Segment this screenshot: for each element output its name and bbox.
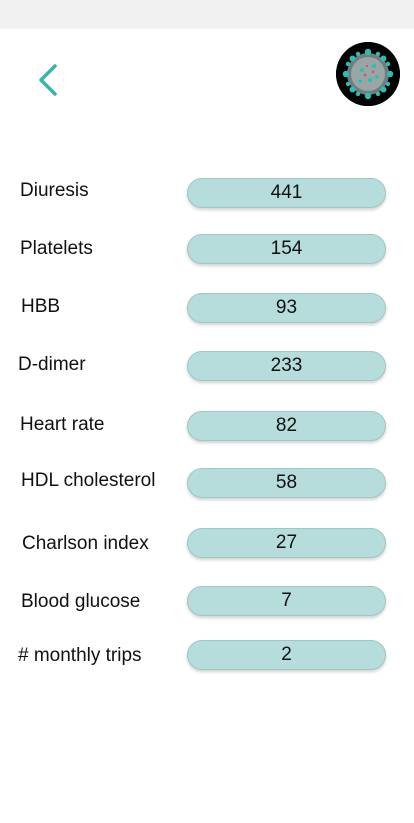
value-field-blood-glucose[interactable]: 7 [187, 586, 386, 616]
value-field-hdl-cholesterol[interactable]: 58 [187, 468, 386, 498]
value-field-heart-rate[interactable]: 82 [187, 411, 386, 441]
row-label-hbb: HBB [21, 296, 61, 317]
value-field-diuresis[interactable]: 441 [187, 178, 386, 208]
row-label-platelets: Platelets [20, 238, 93, 259]
row-label-heart-rate: Heart rate [20, 414, 105, 435]
chevron-left-icon [39, 64, 57, 96]
row-label-charlson-index: Charlson index [22, 533, 149, 554]
status-bar [0, 0, 414, 29]
row-label-diuresis: Diuresis [20, 180, 89, 201]
row-label-blood-glucose: Blood glucose [21, 591, 141, 612]
value-field-d-dimer[interactable]: 233 [187, 351, 386, 381]
row-label-hdl-cholesterol: HDL cholesterol [21, 470, 156, 491]
row-label-monthly-trips: # monthly trips [18, 645, 142, 666]
value-field-hbb[interactable]: 93 [187, 293, 386, 323]
value-field-platelets[interactable]: 154 [187, 234, 386, 264]
virus-icon [336, 42, 400, 106]
value-field-charlson-index[interactable]: 27 [187, 528, 386, 558]
value-field-monthly-trips[interactable]: 2 [187, 640, 386, 670]
avatar[interactable] [336, 42, 400, 106]
back-button[interactable] [30, 60, 66, 100]
row-label-d-dimer: D-dimer [18, 354, 86, 375]
